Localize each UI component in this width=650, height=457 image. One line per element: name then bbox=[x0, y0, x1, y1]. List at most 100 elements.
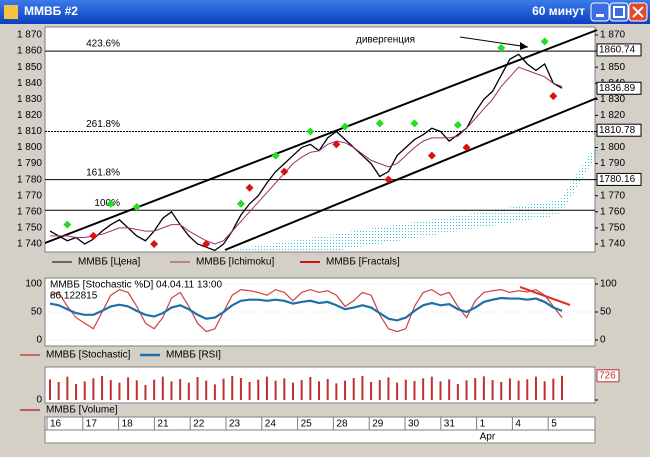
price-box-label: 1810.78 bbox=[599, 125, 636, 136]
volume-bar bbox=[430, 376, 433, 400]
series-line bbox=[49, 53, 563, 252]
volume-bar bbox=[439, 381, 442, 400]
maximize-icon bbox=[613, 6, 625, 18]
volume-bar bbox=[500, 382, 503, 400]
volume-bar bbox=[161, 376, 164, 400]
y-tick-label: 1 870 bbox=[17, 30, 42, 41]
date-label: 30 bbox=[408, 419, 420, 430]
volume-bar bbox=[222, 378, 225, 400]
volume-bar bbox=[101, 376, 104, 400]
y-tick-label: 1 840 bbox=[17, 78, 42, 89]
y-tick-label: 1 760 bbox=[17, 206, 42, 217]
fractal-up bbox=[132, 203, 141, 211]
y-tick-label: 1 830 bbox=[600, 94, 625, 105]
volume-bar bbox=[326, 379, 329, 400]
y-tick-label: 1 820 bbox=[17, 110, 42, 121]
date-label: 23 bbox=[229, 419, 241, 430]
date-label: 22 bbox=[193, 419, 205, 430]
volume-bar bbox=[300, 380, 303, 400]
legend-label: ММВБ [Цена] bbox=[78, 257, 140, 268]
volume-bar bbox=[465, 380, 468, 400]
y-tick-label: 1 860 bbox=[17, 46, 42, 57]
y-tick-label: 1 850 bbox=[17, 62, 42, 73]
date-label: 24 bbox=[265, 419, 277, 430]
series-line bbox=[49, 288, 563, 333]
month-label: Apr bbox=[480, 432, 496, 443]
volume-bar bbox=[413, 381, 416, 400]
price-box bbox=[596, 81, 642, 95]
volume-bar bbox=[83, 381, 86, 400]
channel-lower bbox=[224, 97, 598, 251]
fractal-up bbox=[63, 220, 72, 229]
window-buttons[interactable] bbox=[590, 2, 648, 22]
volume-box-label: 726 bbox=[599, 370, 616, 381]
y-tick-label: 1 800 bbox=[600, 142, 625, 153]
legend-label: ММВБ [RSI] bbox=[166, 350, 221, 361]
fib-label: 161.8% bbox=[86, 167, 120, 178]
fractal-down bbox=[384, 175, 393, 184]
fractal-up bbox=[341, 122, 350, 131]
legend-label: ММВБ [Volume] bbox=[46, 405, 118, 416]
legend-label: ММВБ [Stochastic] bbox=[46, 350, 131, 361]
volume-bar bbox=[248, 382, 251, 400]
fractal-up bbox=[410, 119, 419, 128]
volume-bar bbox=[118, 382, 121, 400]
fractal-up bbox=[453, 121, 462, 130]
title-bar bbox=[0, 0, 650, 24]
divergence-arrowhead bbox=[520, 42, 528, 50]
fractal-up bbox=[306, 127, 315, 136]
volume-bar bbox=[265, 376, 268, 400]
indicator-info: ММВБ [Stochastic %D] 04.04.11 13:00 bbox=[50, 280, 222, 291]
y-tick-label: 1 740 bbox=[17, 239, 42, 250]
fractal-down bbox=[427, 151, 436, 160]
volume-bar bbox=[57, 382, 60, 400]
volume-bar bbox=[396, 382, 399, 400]
y-tick-label: 1 830 bbox=[17, 94, 42, 105]
price-box-label: 1836.89 bbox=[599, 83, 636, 94]
volume-bar bbox=[239, 378, 242, 400]
y-tick-label: 1 850 bbox=[600, 62, 625, 73]
date-label: 18 bbox=[122, 419, 134, 430]
date-label: 16 bbox=[50, 419, 62, 430]
minimize-button[interactable] bbox=[590, 2, 610, 22]
legend-label: ММВБ [Fractals] bbox=[326, 257, 400, 268]
volume-bar bbox=[170, 381, 173, 400]
volume-bar bbox=[370, 382, 373, 400]
y-tick-label: 0 bbox=[600, 335, 606, 346]
volume-bar bbox=[552, 378, 555, 400]
volume-bar bbox=[482, 376, 485, 400]
y-tick-label: 1 790 bbox=[17, 158, 42, 169]
volume-bar bbox=[318, 381, 321, 400]
volume-bar bbox=[448, 379, 451, 400]
y-tick-label: 1 750 bbox=[600, 223, 625, 234]
fractal-down bbox=[332, 140, 341, 149]
volume-bar bbox=[404, 379, 407, 400]
maximize-button[interactable] bbox=[609, 2, 629, 22]
timeframe: 60 минут bbox=[532, 4, 585, 18]
price-box bbox=[596, 123, 642, 137]
date-label: 28 bbox=[336, 419, 348, 430]
volume-bar bbox=[491, 380, 494, 400]
date-label: 17 bbox=[86, 419, 98, 430]
fractal-up bbox=[271, 151, 280, 160]
volume-bar bbox=[127, 377, 130, 400]
date-label: 31 bbox=[444, 419, 456, 430]
volume-bar bbox=[517, 380, 520, 400]
volume-bar bbox=[205, 380, 208, 400]
fractal-down bbox=[549, 92, 558, 101]
volume-bar bbox=[109, 380, 112, 400]
y-tick-label: 1 800 bbox=[17, 142, 42, 153]
price-box bbox=[596, 172, 642, 186]
fractal-up bbox=[106, 199, 115, 208]
y-tick-label: 1 770 bbox=[17, 190, 42, 201]
fib-label: 261.8% bbox=[86, 119, 120, 130]
volume-bar bbox=[352, 378, 355, 400]
date-label: 5 bbox=[551, 419, 557, 430]
date-label: 25 bbox=[301, 419, 313, 430]
fib-label: 423.6% bbox=[86, 39, 120, 50]
y-tick-label: 50 bbox=[31, 307, 43, 318]
y-tick-label: 1 790 bbox=[600, 158, 625, 169]
series-line bbox=[49, 296, 563, 322]
y-tick-label: 50 bbox=[600, 307, 612, 318]
volume-bar bbox=[153, 379, 156, 400]
